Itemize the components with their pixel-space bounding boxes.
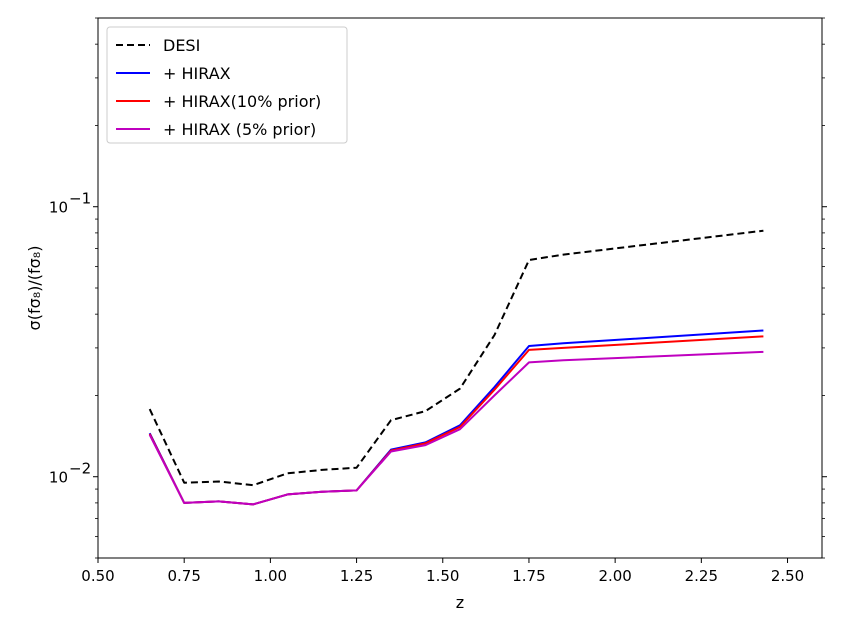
legend: DESI + HIRAX + HIRAX(10% prior) + HIRAX (5%…: [106, 26, 348, 144]
y-axis-title: σ(fσ₈)/(fσ₈): [25, 246, 44, 331]
y-tick-label-exponent: −1: [69, 190, 91, 208]
y-major-ticks: 10−210−1: [49, 190, 827, 487]
x-tick-label: 0.50: [81, 567, 114, 585]
series-line-3: [148, 350, 764, 506]
series-line-0: [148, 229, 764, 487]
x-tick-label: 2.00: [598, 567, 631, 585]
legend-label-0: DESI: [163, 36, 200, 55]
x-axis-title: z: [456, 593, 464, 612]
y-tick-label: 10: [49, 469, 68, 487]
x-tick-label: 1.50: [426, 567, 459, 585]
legend-frame: [106, 26, 348, 144]
legend-items: DESI + HIRAX + HIRAX(10% prior) + HIRAX (5%…: [116, 36, 321, 139]
legend-label-2: + HIRAX(10% prior): [163, 92, 321, 111]
x-axis-ticks: 0.50 0.75 1.00 1.25 1.50 1.75 2.00 2.25 2.50: [81, 558, 804, 585]
x-tick-label: 2.50: [771, 567, 804, 585]
series-layer: [148, 229, 764, 506]
y-tick-label: 10: [49, 199, 68, 217]
legend-label-3: + HIRAX (5% prior): [163, 120, 316, 139]
x-tick-label: 1.75: [512, 567, 545, 585]
x-tick-label: 1.25: [340, 567, 373, 585]
y-tick-label-exponent: −2: [69, 460, 91, 478]
legend-label-1: + HIRAX: [163, 64, 231, 83]
x-tick-label: 1.00: [254, 567, 287, 585]
x-tick-label: 2.25: [685, 567, 718, 585]
x-tick-label: 0.75: [167, 567, 200, 585]
